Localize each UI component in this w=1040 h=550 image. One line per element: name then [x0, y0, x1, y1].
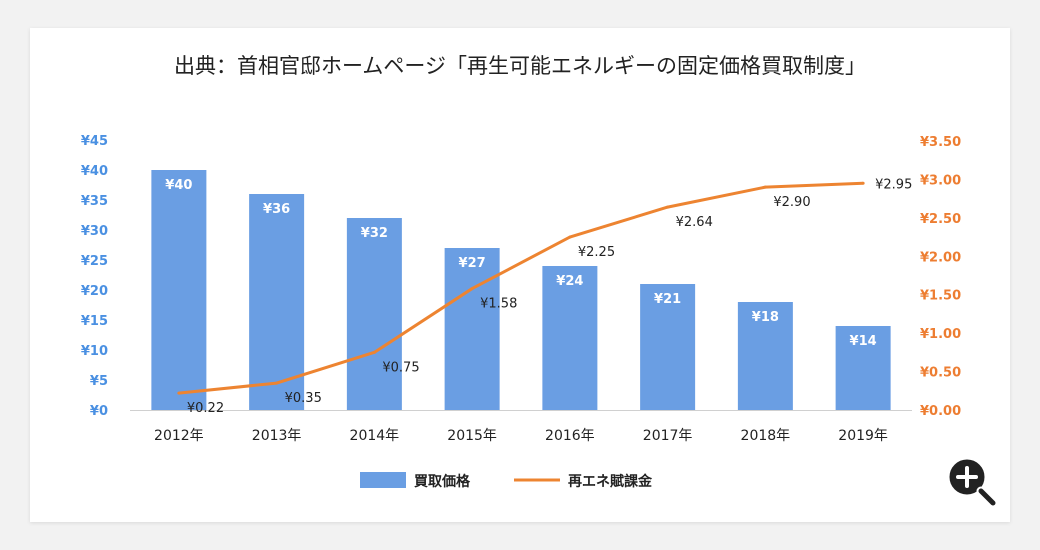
bar — [249, 194, 305, 410]
x-tick-label: 2014年 — [350, 428, 400, 444]
bar-value-label: ¥32 — [361, 226, 388, 241]
combo-chart: ¥0 ¥5 ¥10 ¥15 ¥20 ¥25 ¥30 ¥35 ¥40 ¥45 ¥0.00 ¥0.50 ¥1… — [81, 134, 961, 490]
line-point — [763, 185, 767, 189]
line-point — [666, 205, 670, 209]
x-tick-label: 2017年 — [643, 428, 693, 444]
y-right-tick-label: ¥3.50 — [920, 135, 961, 150]
chart-card: 出典：首相官邸ホームページ「再生可能エネルギーの固定価格買取制度」 ¥0 ¥5 ¥1… — [30, 28, 1010, 522]
y-left-tick-label: ¥35 — [81, 194, 108, 209]
line-point — [372, 350, 376, 354]
line-value-label: ¥2.95 — [875, 177, 912, 192]
line-point — [470, 287, 474, 291]
zoom-in-icon — [946, 456, 998, 508]
x-tick-label: 2013年 — [252, 428, 302, 444]
y-left-tick-label: ¥20 — [81, 284, 108, 299]
legend-line-label: 再エネ賦課金 — [568, 473, 653, 490]
y-right-tick-label: ¥1.50 — [920, 289, 961, 304]
bar-value-label: ¥18 — [752, 310, 779, 325]
y-right-tick-label: ¥1.00 — [920, 327, 961, 342]
chart-title: 出典：首相官邸ホームページ「再生可能エネルギーの固定価格買取制度」 — [174, 54, 866, 78]
bar-value-label: ¥21 — [654, 292, 681, 307]
line-value-label: ¥0.75 — [382, 360, 419, 375]
zoom-in-button[interactable] — [942, 452, 998, 508]
line-series-path — [178, 181, 864, 395]
line-value-label: ¥2.64 — [676, 215, 713, 230]
line-point — [177, 391, 181, 395]
y-right-tick-label: ¥0.00 — [920, 404, 961, 419]
x-tick-label: 2016年 — [545, 428, 595, 444]
line-value-label: ¥1.58 — [480, 297, 517, 312]
legend-bar-label: 買取価格 — [414, 473, 471, 490]
bar — [542, 266, 598, 410]
y-left-tick-label: ¥5 — [90, 374, 108, 389]
y-right-tick-label: ¥2.50 — [920, 212, 961, 227]
y-left-tick-label: ¥15 — [81, 314, 108, 329]
x-tick-label: 2012年 — [154, 428, 204, 444]
y-left-tick-label: ¥10 — [81, 344, 108, 359]
line-point — [861, 181, 865, 185]
x-tick-label: 2015年 — [447, 428, 497, 444]
bar — [835, 326, 891, 410]
y-right-tick-label: ¥0.50 — [920, 366, 961, 381]
x-tick-label: 2019年 — [838, 428, 888, 444]
line-value-label: ¥0.35 — [285, 391, 322, 406]
bar-value-label: ¥36 — [263, 202, 290, 217]
line-value-label: ¥0.22 — [187, 401, 224, 416]
bar — [346, 218, 402, 410]
bar-value-label: ¥14 — [850, 334, 877, 349]
y-right-tick-label: ¥2.00 — [920, 250, 961, 265]
bar — [737, 302, 793, 410]
y-left-tick-label: ¥30 — [81, 224, 108, 239]
line-point — [568, 235, 572, 239]
line-value-label: ¥2.90 — [773, 195, 810, 210]
bar-value-label: ¥24 — [556, 274, 583, 289]
line-point — [275, 381, 279, 385]
bar — [640, 284, 696, 410]
y-right-tick-label: ¥3.00 — [920, 173, 961, 188]
x-tick-label: 2018年 — [741, 428, 791, 444]
y-left-tick-label: ¥45 — [81, 134, 108, 149]
bar — [444, 248, 500, 410]
y-left-tick-label: ¥40 — [81, 164, 108, 179]
bar-value-label: ¥27 — [459, 256, 486, 271]
y-left-tick-label: ¥0 — [90, 404, 108, 419]
legend-bar-swatch — [360, 472, 406, 488]
line-value-label: ¥2.25 — [578, 245, 615, 260]
bar — [151, 170, 207, 410]
y-left-tick-label: ¥25 — [81, 254, 108, 269]
bar-value-label: ¥40 — [165, 178, 192, 193]
